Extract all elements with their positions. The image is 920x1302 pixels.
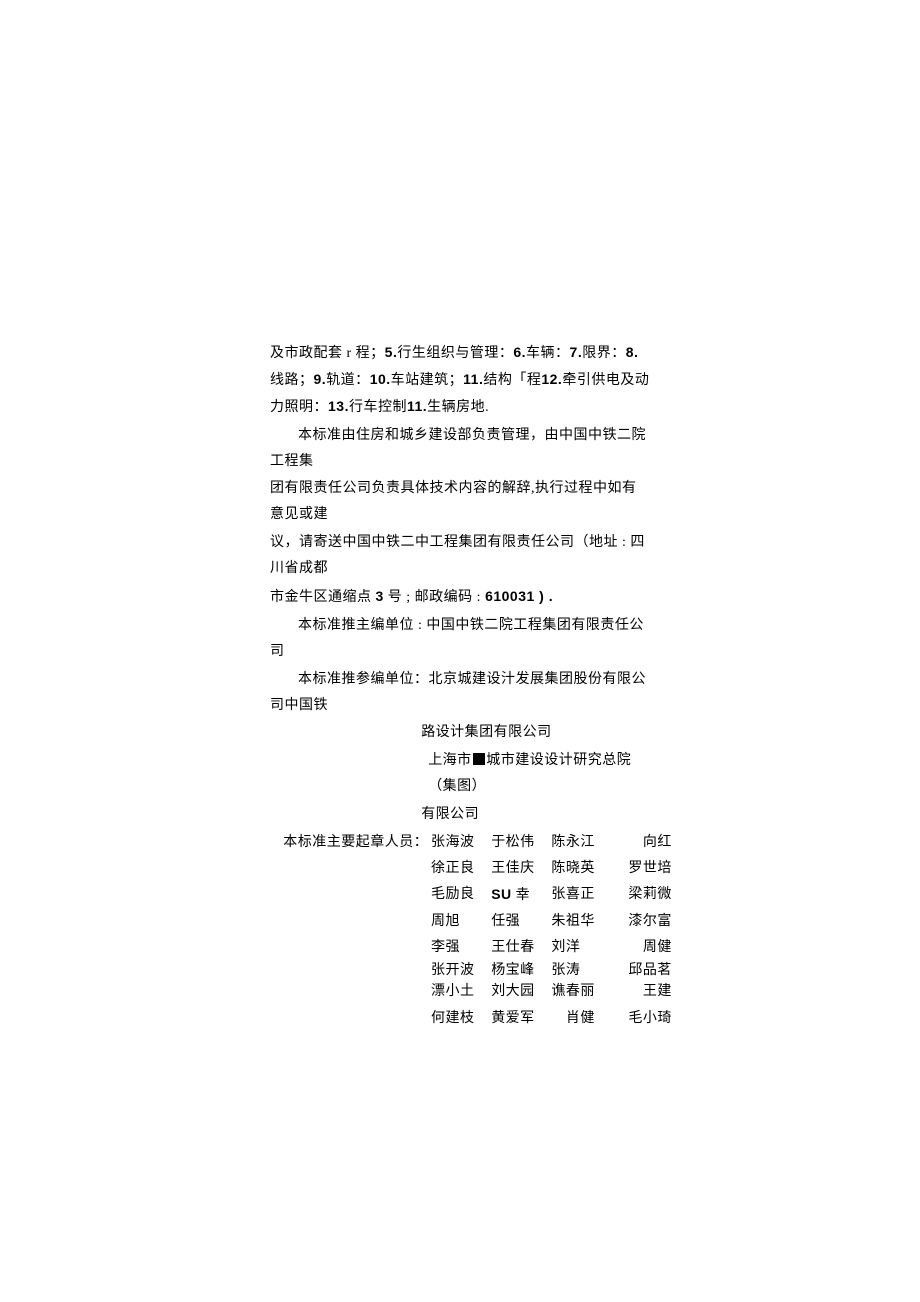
name-cell: 任强 (491, 909, 551, 935)
p1-n5: 5. (385, 344, 398, 360)
p4-l3a: 上海市 (428, 753, 472, 768)
blackbox-icon (473, 753, 486, 766)
p2-l4c: 号 ; 邮政编码 : (384, 590, 485, 605)
p1-n6: 6. (513, 344, 526, 360)
name-cell: 周健 (628, 935, 672, 961)
p1-n8: 8. (626, 344, 639, 360)
p1-n11: 11. (463, 371, 483, 387)
name-cell: 肖健 (551, 1006, 628, 1032)
p1-t5: 行生组织与管理： (397, 346, 513, 361)
p2-l4b: 3 (376, 588, 384, 604)
p1-t13: 行车控制 (349, 400, 407, 415)
name-cell: 毛励良 (431, 882, 491, 909)
paragraph-2-l3: 议，请寄送中国中铁二中工程集团有限责任公司（地址 : 四川省成都 (270, 530, 650, 582)
paragraph-4-l2: 路设计集团有限公司 (270, 720, 650, 746)
name-cell: SU 幸 (491, 882, 551, 909)
people-names-0: 张海波 于松伟 陈永江 向红 (431, 830, 650, 856)
name-cell: 张海波 (431, 830, 491, 856)
people-names-4: 李强 王仕春 刘洋 周健 (431, 935, 650, 961)
p1-t10: 车站建筑； (391, 373, 464, 388)
name-cell: 向红 (628, 830, 672, 856)
su-suffix: 幸 (512, 888, 531, 903)
name-cell: 李强 (431, 935, 491, 961)
people-label: 本标准主要起章人员： (270, 830, 431, 856)
people-names-2: 毛励良 SU 幸 张喜正 梁莉微 (431, 882, 650, 909)
paragraph-2-l1: 本标准由住房和城乡建设部负责管理，由中国中铁二院工程集 (270, 423, 650, 475)
name-cell: 张开波 (431, 960, 491, 981)
name-cell: 王仕春 (491, 935, 551, 961)
paragraph-2-l2: 团有限责任公司负责具体技术内容的解辞,执行过程中如有意见或建 (270, 476, 650, 528)
name-cell: 黄爱军 (491, 1006, 551, 1032)
people-names-1: 徐正良 王佳庆 陈晓英 罗世培 (431, 856, 650, 882)
name-cell: 谯春丽 (551, 981, 628, 1002)
p1-t6: 车辆： (526, 346, 570, 361)
name-cell: 陈晓英 (551, 856, 628, 882)
name-cell: 张喜正 (551, 882, 628, 909)
p1-t8: 线路； (270, 373, 314, 388)
p1-n7: 7. (570, 344, 583, 360)
name-cell: 邱品茗 (628, 960, 672, 981)
people-row-5: 张开波 杨宝峰 张涛 邱品茗 (270, 960, 650, 981)
paragraph-3: 本标准推主编单位 : 中国中铁二院工程集团有限责任公司 (270, 613, 650, 665)
p2-l4d: 610031 ) . (485, 588, 553, 604)
p1-n12: 12. (541, 371, 562, 387)
name-cell: 毛小琦 (628, 1006, 672, 1032)
paragraph-4-l1: 本标准推参编单位：北京城建设汁发展集团股份有限公司中国铁 (270, 667, 650, 719)
paragraph-4-l4: 有限公司 (270, 802, 650, 828)
name-cell: 漂小土 (431, 981, 491, 1002)
people-names-5: 张开波 杨宝峰 张涛 邱品茗 (431, 960, 650, 981)
name-cell: 王建 (628, 981, 672, 1002)
name-cell: 刘大园 (491, 981, 551, 1002)
p2-l4a: 市金牛区通缩点 (270, 590, 376, 605)
people-names-6: 漂小土 刘大园 谯春丽 王建 (431, 981, 650, 1002)
people-names-3: 周旭 任强 朱祖华 漆尔富 (431, 909, 650, 935)
p1-t9: 轨道： (326, 373, 370, 388)
paragraph-1: 及市政配套 r 程；5.行生组织与管理：6.车辆：7.限界：8. 线路；9.轨道：… (270, 340, 650, 421)
p1-n9: 9. (314, 371, 327, 387)
name-cell: 罗世培 (628, 856, 672, 882)
p1-t11: 结构「程 (483, 373, 541, 388)
paragraph-2-l4: 市金牛区通缩点 3 号 ; 邮政编码 : 610031 ) . (270, 584, 650, 611)
p1-n11b: 11. (407, 398, 427, 414)
name-cell: 漆尔富 (628, 909, 672, 935)
people-row-0: 本标准主要起章人员： 张海波 于松伟 陈永江 向红 (270, 830, 650, 856)
p1-n10: 10. (370, 371, 391, 387)
p1-t7: 限界： (582, 346, 626, 361)
name-cell: 何建枝 (431, 1006, 491, 1032)
people-row-7: 何建枝 黄爱军 肖健 毛小琦 (270, 1006, 650, 1032)
people-names-7: 何建枝 黄爱军 肖健 毛小琦 (431, 1006, 650, 1032)
name-cell: 梁莉微 (628, 882, 672, 909)
p1-t14: 生辆房地. (427, 400, 489, 415)
document-body: 及市政配套 r 程；5.行生组织与管理：6.车辆：7.限界：8. 线路；9.轨道：… (270, 340, 650, 1032)
name-cell: 刘洋 (551, 935, 628, 961)
p1-n13: 13. (328, 398, 349, 414)
people-table: 本标准主要起章人员： 张海波 于松伟 陈永江 向红 徐正良 王佳庆 陈晓英 罗世… (270, 830, 650, 1032)
people-row-4: 李强 王仕春 刘洋 周健 (270, 935, 650, 961)
people-row-1: 徐正良 王佳庆 陈晓英 罗世培 (270, 856, 650, 882)
p1-prefix: 及市政配套 r 程； (270, 346, 385, 361)
name-cell: 张涛 (551, 960, 628, 981)
su-bold: SU (491, 886, 511, 902)
people-row-6: 漂小土 刘大园 谯春丽 王建 (270, 981, 650, 1002)
name-cell: 王佳庆 (491, 856, 551, 882)
name-cell: 徐正良 (431, 856, 491, 882)
name-cell: 陈永江 (551, 830, 628, 856)
name-cell: 杨宝峰 (491, 960, 551, 981)
name-cell: 周旭 (431, 909, 491, 935)
paragraph-4-l3: 上海市城市建设设计研究总院（集图） (270, 748, 650, 800)
people-row-2: 毛励良 SU 幸 张喜正 梁莉微 (270, 882, 650, 909)
people-row-3: 周旭 任强 朱祖华 漆尔富 (270, 909, 650, 935)
name-cell: 于松伟 (491, 830, 551, 856)
name-cell: 朱祖华 (551, 909, 628, 935)
